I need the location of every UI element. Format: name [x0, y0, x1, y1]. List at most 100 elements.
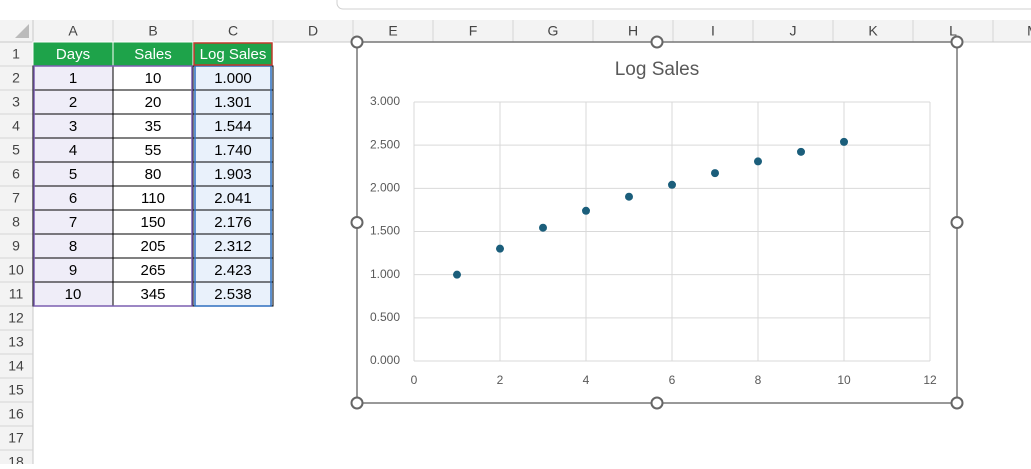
row-header[interactable]: 17 [8, 430, 24, 446]
cell[interactable] [32, 89, 114, 115]
y-tick-label: 3.000 [370, 94, 400, 108]
y-tick-label: 2.500 [370, 137, 400, 151]
resize-handle[interactable] [950, 35, 964, 49]
column-header[interactable]: B [148, 23, 157, 39]
cell-text: 1.301 [214, 94, 252, 111]
cell[interactable] [112, 209, 194, 235]
y-tick-label: 2.000 [370, 181, 400, 195]
header-cell[interactable] [192, 41, 274, 67]
column-header[interactable]: G [548, 23, 559, 39]
cell[interactable] [112, 137, 194, 163]
cell-text: 55 [145, 142, 162, 159]
cell-text: 9 [69, 262, 77, 279]
column-header[interactable]: K [868, 23, 878, 39]
range-highlight [194, 65, 272, 307]
row-header[interactable]: 9 [12, 238, 20, 254]
chart-title: Log Sales [615, 59, 700, 80]
cell-text: 8 [69, 238, 77, 255]
select-all[interactable] [15, 24, 29, 38]
cell[interactable] [32, 281, 114, 307]
point [840, 137, 848, 146]
resize-handle[interactable] [350, 396, 364, 410]
column-header[interactable]: F [469, 23, 478, 39]
cell[interactable] [112, 89, 194, 115]
row-header-bar [0, 42, 33, 464]
column-header[interactable]: C [228, 23, 238, 39]
point [539, 223, 547, 232]
point [625, 192, 633, 201]
header-cell-text: Days [56, 46, 90, 63]
row-header[interactable]: 4 [12, 118, 20, 134]
column-header[interactable]: J [790, 23, 797, 39]
cell[interactable] [192, 209, 274, 235]
resize-handle[interactable] [950, 396, 964, 410]
column-header[interactable]: I [711, 23, 715, 39]
row-header[interactable]: 8 [12, 214, 20, 230]
row-header[interactable]: 15 [8, 382, 24, 398]
row-header[interactable]: 5 [12, 142, 20, 158]
column-header[interactable]: L [949, 23, 957, 39]
column-header[interactable]: A [68, 23, 78, 39]
row-header[interactable]: 13 [8, 334, 24, 350]
header-cell[interactable] [112, 41, 194, 67]
header-cell-text: Log Sales [200, 46, 267, 63]
resize-handle[interactable] [950, 216, 964, 229]
resize-handle[interactable] [650, 35, 664, 49]
cell[interactable] [192, 161, 274, 187]
x-tick-label: 0 [411, 373, 418, 387]
row-header[interactable]: 10 [8, 262, 24, 278]
cell[interactable] [192, 65, 274, 91]
cell[interactable] [112, 281, 194, 307]
range-highlight [33, 65, 193, 307]
cell[interactable] [192, 233, 274, 259]
row-header[interactable]: 16 [8, 406, 24, 422]
x-tick-label: 2 [497, 373, 504, 387]
row-header[interactable]: 11 [9, 286, 24, 302]
y-tick-label: 0.000 [370, 353, 400, 367]
row-header[interactable]: 12 [8, 310, 24, 326]
column-header-bar [0, 20, 1031, 42]
cell[interactable] [192, 137, 274, 163]
column-header[interactable]: E [388, 23, 397, 39]
row-header[interactable]: 3 [12, 94, 20, 110]
cell[interactable] [32, 209, 114, 235]
x-tick-label: 8 [755, 373, 762, 387]
point [711, 169, 719, 178]
cell-text: 7 [69, 214, 77, 231]
cell[interactable] [112, 113, 194, 139]
column-header[interactable]: H [628, 23, 638, 39]
range-highlight [193, 42, 273, 66]
resize-handle[interactable] [350, 216, 364, 229]
cell-text: 265 [140, 262, 165, 279]
cell-text: 1.000 [214, 70, 252, 87]
point [582, 206, 590, 215]
cell-text: 1.544 [214, 118, 252, 135]
cell-text: 2.041 [214, 190, 252, 207]
row-header[interactable]: 2 [12, 70, 20, 86]
cell-text: 35 [145, 118, 162, 135]
cell[interactable] [112, 161, 194, 187]
point [754, 157, 762, 166]
x-tick-label: 4 [583, 373, 590, 387]
point [668, 180, 676, 189]
resize-handle[interactable] [350, 35, 364, 49]
point [453, 270, 461, 279]
y-tick-label: 1.000 [370, 267, 400, 281]
row-header[interactable]: 6 [12, 166, 20, 182]
cell[interactable] [192, 185, 274, 211]
cell[interactable] [112, 233, 194, 259]
resize-handle[interactable] [650, 396, 664, 410]
row-header[interactable]: 1 [12, 46, 20, 62]
row-header[interactable]: 7 [12, 190, 20, 206]
cell[interactable] [192, 257, 274, 283]
y-tick-label: 0.500 [370, 310, 400, 324]
column-header[interactable]: M [1027, 23, 1031, 39]
chart-frame[interactable] [356, 41, 958, 404]
cell[interactable] [32, 137, 114, 163]
cell-text: 10 [65, 286, 82, 303]
row-header[interactable]: 18 [8, 454, 24, 469]
column-header[interactable]: D [308, 23, 318, 39]
row-header[interactable]: 14 [8, 358, 24, 374]
